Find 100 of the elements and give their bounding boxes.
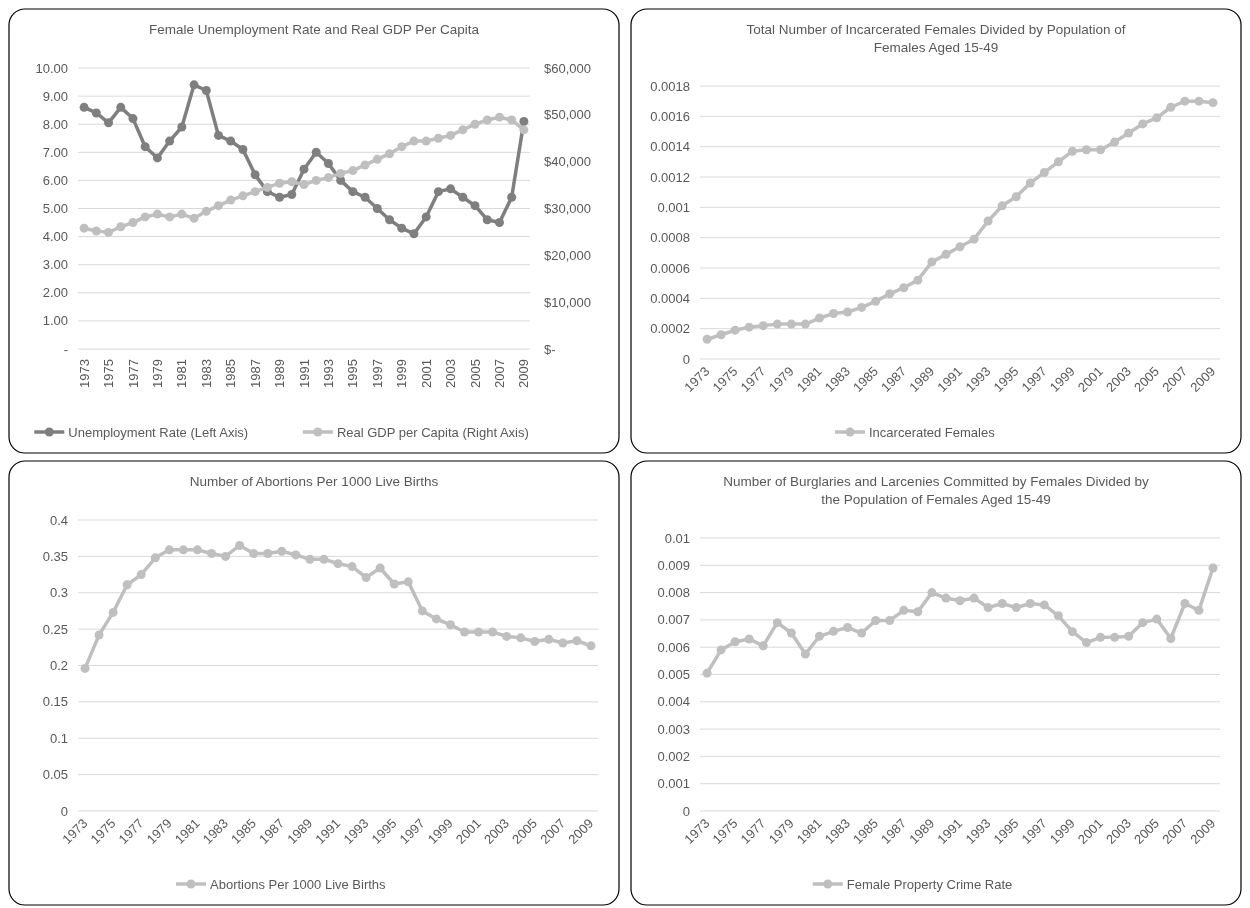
point xyxy=(287,189,297,199)
point xyxy=(997,201,1007,211)
legend-label: Abortions Per 1000 Live Births xyxy=(210,876,387,892)
chart-title: Total Number of Incarcerated Females Divided by Population of Females Aged 15-49 xyxy=(746,22,1126,55)
x-tick-label: 1973 xyxy=(76,359,92,388)
point xyxy=(458,192,468,202)
point xyxy=(336,168,346,178)
point xyxy=(165,136,175,146)
point xyxy=(1194,96,1204,106)
point xyxy=(128,218,138,228)
point xyxy=(79,102,89,112)
point xyxy=(1025,178,1035,188)
y-tick-label: 0.05 xyxy=(42,767,68,783)
point xyxy=(1124,128,1134,138)
point xyxy=(885,289,895,299)
x-tick-label: 1975 xyxy=(101,359,117,388)
point xyxy=(1166,633,1176,643)
y-tick-label: 0.01 xyxy=(664,530,690,546)
point xyxy=(544,634,554,644)
point xyxy=(459,627,469,637)
point xyxy=(1081,638,1091,648)
point xyxy=(311,175,321,185)
point xyxy=(730,637,740,647)
point xyxy=(1166,102,1176,112)
y-tick-label: 0.35 xyxy=(42,548,68,564)
point xyxy=(586,641,596,651)
point xyxy=(433,187,443,197)
point xyxy=(772,618,782,628)
point xyxy=(558,638,568,648)
point xyxy=(519,116,529,126)
point xyxy=(1152,614,1162,624)
point xyxy=(262,182,272,192)
y-tick-label: 0.0002 xyxy=(650,321,690,337)
y-tick-label: 10.00 xyxy=(35,60,68,76)
point xyxy=(299,180,309,190)
point xyxy=(213,201,223,211)
point xyxy=(1180,96,1190,106)
x-tick-label: 2007 xyxy=(492,359,508,388)
point xyxy=(1138,618,1148,628)
y-tick-label: 0 xyxy=(682,803,690,819)
point xyxy=(983,216,993,226)
point xyxy=(116,222,126,232)
point xyxy=(1096,632,1106,642)
point xyxy=(140,142,150,152)
y2-tick-label: $40,000 xyxy=(544,154,591,170)
point xyxy=(913,275,923,285)
point xyxy=(164,545,174,555)
point xyxy=(94,630,104,640)
y-tick-label: 0.0006 xyxy=(650,260,690,276)
point xyxy=(843,623,853,633)
point xyxy=(744,634,754,644)
point xyxy=(79,223,89,233)
point xyxy=(178,545,188,555)
y-tick-label: 5.00 xyxy=(42,201,68,217)
y-tick-label: - xyxy=(63,341,68,357)
y-tick-label: 0.002 xyxy=(657,748,690,764)
y-tick-label: 0.009 xyxy=(657,557,690,573)
point xyxy=(91,108,101,118)
point xyxy=(372,204,382,213)
legend-label: Female Property Crime Rate xyxy=(846,876,1013,892)
y-tick-label: 0.0012 xyxy=(650,169,690,185)
point xyxy=(201,206,211,216)
point xyxy=(360,192,370,202)
point xyxy=(433,133,443,143)
point xyxy=(445,620,455,630)
point xyxy=(758,321,768,331)
point xyxy=(347,562,357,572)
point xyxy=(482,115,492,125)
y-tick-label: 0.0014 xyxy=(650,139,690,155)
point xyxy=(829,309,839,318)
y-tick-label: 4.00 xyxy=(42,229,68,245)
point xyxy=(80,663,90,673)
point xyxy=(814,313,824,323)
y-tick-label: 0.006 xyxy=(657,639,690,655)
point xyxy=(277,546,287,556)
point xyxy=(140,212,150,222)
x-tick-label: 1981 xyxy=(174,359,190,388)
point xyxy=(165,212,175,222)
point xyxy=(311,147,321,157)
point xyxy=(1110,137,1120,147)
y-tick-label: 6.00 xyxy=(42,172,68,188)
y-tick-label: 0.2 xyxy=(49,658,68,674)
point xyxy=(885,615,895,625)
point xyxy=(397,223,407,233)
point xyxy=(226,195,236,205)
x-tick-label: 1993 xyxy=(320,359,336,388)
point xyxy=(323,159,333,169)
point xyxy=(348,166,358,176)
y-tick-label: 0.15 xyxy=(42,694,68,710)
point xyxy=(1011,603,1021,613)
point xyxy=(287,177,297,187)
point xyxy=(291,550,301,560)
point xyxy=(152,153,162,163)
point xyxy=(786,319,796,329)
point xyxy=(1067,627,1077,637)
point xyxy=(758,641,768,651)
point xyxy=(249,548,259,558)
point xyxy=(213,130,223,140)
point xyxy=(927,257,937,267)
x-tick-label: 1985 xyxy=(223,359,239,388)
